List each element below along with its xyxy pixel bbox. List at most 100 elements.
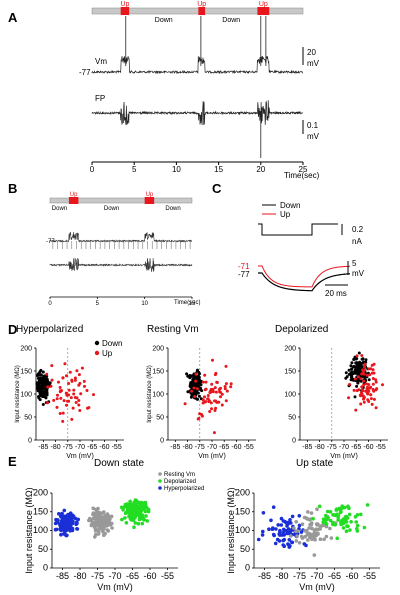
scatter-point xyxy=(225,389,229,393)
scatter-point xyxy=(219,390,222,394)
scatter-point xyxy=(56,393,59,397)
scatter-point xyxy=(290,514,295,519)
scatter-point xyxy=(288,518,292,522)
scatter-point xyxy=(271,505,276,510)
scatter-point xyxy=(110,526,114,530)
scatter-point xyxy=(77,399,81,402)
scatter-point xyxy=(92,393,95,397)
scatter-point xyxy=(74,401,78,404)
scatter-point xyxy=(91,512,95,516)
scatter-point xyxy=(305,532,310,536)
b-state-bar-background xyxy=(49,197,193,204)
fp-label: FP xyxy=(95,94,105,103)
scatter-point xyxy=(120,517,124,522)
scatter-point xyxy=(132,514,136,519)
scatter-point xyxy=(334,507,339,512)
x-tick-label: -75 xyxy=(293,571,306,581)
scatter-point xyxy=(57,380,60,384)
b-state-bar-up-segment xyxy=(68,197,79,204)
scatter-point xyxy=(349,378,353,382)
b-axis-tick-label: 5 xyxy=(96,301,100,307)
scatter-point xyxy=(368,373,372,377)
scatter-point xyxy=(41,403,45,406)
scatter-point xyxy=(357,351,361,355)
legend-down-label: Down xyxy=(280,201,300,210)
scatter-point xyxy=(67,517,71,521)
scatter-point xyxy=(362,525,367,530)
scatter-point xyxy=(289,534,293,538)
x-axis-label: Vm (mV) xyxy=(66,453,94,460)
scatter-point xyxy=(77,403,81,407)
time-axis-tick-label: 15 xyxy=(214,165,223,174)
vm-scale-unit: mV xyxy=(307,59,320,68)
voltage-response-up xyxy=(258,265,351,288)
scatter-point xyxy=(367,383,371,386)
b-state-bar-up-segment xyxy=(144,197,155,204)
scatter-point xyxy=(359,402,363,406)
y-tick-label: 0 xyxy=(43,563,48,573)
scatter-point xyxy=(256,537,261,542)
scatter-point xyxy=(212,431,216,435)
time-axis-label: Time(sec) xyxy=(284,171,320,180)
scatter-point xyxy=(372,389,376,393)
d-legend-up-label: Up xyxy=(102,349,113,358)
panel-b: B Up Up Down Down Down -77 0 5 10 15 Time(sec) xyxy=(8,181,200,307)
scatter-point xyxy=(261,529,265,534)
scatter-point xyxy=(192,386,196,390)
scatter-point xyxy=(132,500,136,505)
scatter-point xyxy=(101,523,106,528)
scatter-point xyxy=(344,376,348,380)
scatter-point xyxy=(195,387,199,391)
fp-scale-unit: mV xyxy=(307,132,320,141)
scatter-point xyxy=(260,533,265,537)
scatter-point xyxy=(363,362,367,366)
scatter-point xyxy=(37,396,41,400)
scatter-point xyxy=(37,378,41,381)
y-tick-label: 50 xyxy=(156,415,164,422)
scatter-point xyxy=(343,515,348,519)
y-tick-label: 100 xyxy=(152,392,164,399)
d-legend-dot-up xyxy=(94,350,100,356)
scatter-point xyxy=(341,526,346,530)
scatter-point xyxy=(272,533,277,538)
scatter-point xyxy=(372,362,376,366)
scatter-point xyxy=(65,374,68,378)
panel-c: C Down Up 0.2 nA -71 -77 5 mV 20 ms xyxy=(212,181,365,298)
scatter-point xyxy=(322,520,327,524)
scatter-point xyxy=(354,408,358,412)
scatter-point xyxy=(329,536,334,540)
scatter-point xyxy=(94,511,98,515)
scatter-point xyxy=(358,369,362,373)
scatter-point xyxy=(311,516,315,521)
scatter-point xyxy=(315,523,320,527)
scatter-point xyxy=(210,382,214,386)
scatter-point xyxy=(338,510,343,515)
scatter-point xyxy=(190,374,194,378)
current-step-trace xyxy=(258,223,338,236)
scatter-point xyxy=(102,515,106,520)
current-scale-unit: nA xyxy=(352,237,362,246)
scatter-point xyxy=(50,378,54,382)
y-tick-label: 150 xyxy=(20,369,32,376)
scatter-point xyxy=(69,396,73,400)
scatter-point xyxy=(61,419,65,423)
scatter-point xyxy=(317,504,322,509)
panel-label-a: A xyxy=(8,10,18,25)
d-legend-dot-down xyxy=(94,340,100,346)
scatter-point xyxy=(269,518,273,523)
state-bar-up-segment xyxy=(198,7,206,15)
scatter-point xyxy=(359,512,363,517)
scatter-point xyxy=(229,382,233,386)
state-bar-up-segment xyxy=(120,7,130,15)
y-tick-label: 200 xyxy=(152,346,164,353)
scatter-point xyxy=(360,354,364,357)
scatter-point xyxy=(78,409,82,412)
scatter-point xyxy=(306,510,310,514)
scatter-point xyxy=(279,523,284,527)
x-tick-label: -55 xyxy=(244,444,254,451)
d-legend-down-label: Down xyxy=(102,339,122,348)
scatter-point xyxy=(359,377,363,381)
scatter-point xyxy=(369,367,373,371)
scatter-point xyxy=(79,392,83,396)
